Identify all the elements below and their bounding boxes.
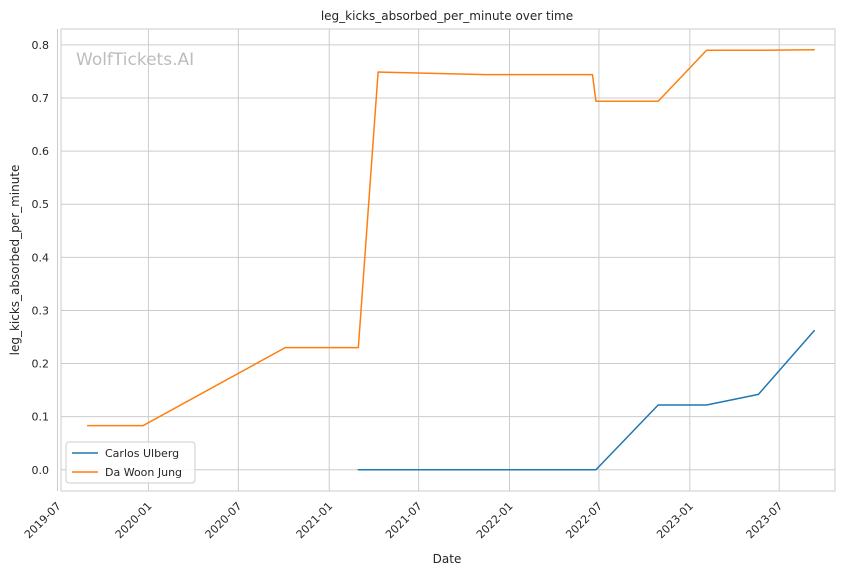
watermark-text: WolfTickets.AI — [76, 50, 194, 70]
y-axis-label: leg_kicks_absorbed_per_minute — [8, 165, 22, 356]
y-tick-label: 0.4 — [32, 251, 50, 264]
y-tick-label: 0.0 — [32, 464, 50, 477]
legend-box — [65, 441, 196, 484]
legend: Carlos Ulberg Da Woon Jung — [65, 441, 196, 484]
y-tick-label: 0.3 — [32, 304, 50, 317]
plot-frame — [60, 28, 836, 492]
y-tick-label: 0.2 — [32, 358, 50, 371]
series-line-carlos-ulberg — [357, 329, 815, 471]
gridlines — [57, 29, 835, 491]
legend-label: Da Woon Jung — [105, 466, 182, 479]
y-tick-label: 0.1 — [32, 411, 50, 424]
legend-label: Carlos Ulberg — [105, 447, 179, 460]
x-axis-label: Date — [433, 552, 462, 566]
chart-title: leg_kicks_absorbed_per_minute over time — [321, 9, 573, 23]
series-line-da-woon-jung — [86, 48, 815, 427]
y-tick-label: 0.7 — [32, 92, 50, 105]
series-lines — [86, 48, 815, 471]
y-tick-label: 0.5 — [32, 198, 50, 211]
y-axis-ticks: 0.0 0.1 0.2 0.3 0.4 0.5 0.6 0.7 0.8 — [32, 39, 50, 477]
y-tick-label: 0.6 — [32, 145, 50, 158]
y-tick-label: 0.8 — [32, 39, 50, 52]
